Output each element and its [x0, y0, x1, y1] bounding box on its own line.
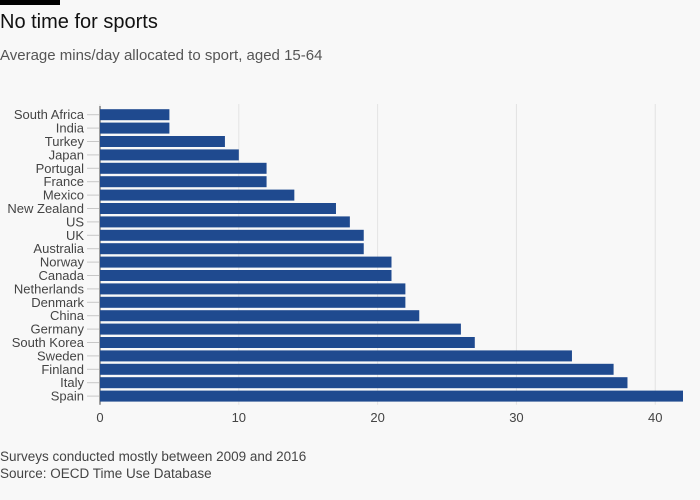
category-label-layer: South AfricaIndiaTurkeyJapanPortugalFran… — [7, 107, 99, 404]
bar — [100, 337, 475, 348]
bar — [100, 109, 170, 121]
category-label: Italy — [60, 375, 84, 390]
bar-layer — [100, 109, 683, 402]
category-label: Portugal — [36, 161, 85, 176]
bar — [100, 310, 420, 322]
category-label: Norway — [40, 255, 85, 270]
category-label: South Africa — [14, 107, 85, 122]
bar — [100, 136, 225, 147]
category-label: Finland — [41, 362, 84, 377]
category-label: South Korea — [12, 335, 85, 350]
category-label: Denmark — [31, 295, 84, 310]
bar — [100, 122, 170, 134]
category-label: Mexico — [43, 188, 84, 203]
category-label: India — [56, 121, 85, 136]
category-label: Canada — [38, 268, 84, 283]
x-tick-label: 40 — [648, 410, 662, 425]
chart-title: No time for sports — [0, 11, 158, 33]
x-tick-label: 20 — [370, 410, 384, 425]
chart-subtitle: Average mins/day allocated to sport, age… — [0, 47, 323, 64]
bar — [100, 256, 392, 268]
bar — [100, 149, 239, 161]
category-label: China — [50, 308, 85, 323]
bar — [100, 350, 572, 362]
bar — [100, 216, 350, 228]
category-label: Spain — [51, 389, 84, 404]
footnote: Surveys conducted mostly between 2009 an… — [0, 449, 307, 464]
bar-chart: South AfricaIndiaTurkeyJapanPortugalFran… — [7, 104, 683, 425]
bar — [100, 203, 336, 214]
category-label: New Zealand — [7, 201, 84, 216]
bar — [100, 390, 683, 402]
bar — [100, 176, 267, 188]
bar — [100, 377, 628, 389]
bar — [100, 270, 392, 281]
category-label: Japan — [49, 147, 84, 162]
category-label: UK — [66, 228, 84, 243]
category-label: Sweden — [37, 348, 84, 363]
category-label: Germany — [31, 322, 85, 337]
bar — [100, 162, 267, 174]
x-tick-label: 30 — [509, 410, 523, 425]
category-label: Australia — [33, 241, 84, 256]
category-label: France — [44, 174, 84, 189]
bar — [100, 296, 406, 308]
source-note: Source: OECD Time Use Database — [0, 466, 212, 481]
category-label: Netherlands — [14, 281, 85, 296]
bar — [100, 229, 364, 241]
bar — [100, 283, 406, 295]
bar — [100, 189, 295, 201]
x-tick-label: 10 — [232, 410, 246, 425]
x-tick-layer: 0 10 20 30 40 — [96, 410, 662, 425]
category-label: Turkey — [45, 134, 85, 149]
category-label: US — [66, 214, 84, 229]
bar — [100, 323, 461, 335]
bar — [100, 363, 614, 375]
bar — [100, 243, 364, 255]
x-tick-label: 0 — [96, 410, 103, 425]
top-rule — [0, 0, 60, 5]
